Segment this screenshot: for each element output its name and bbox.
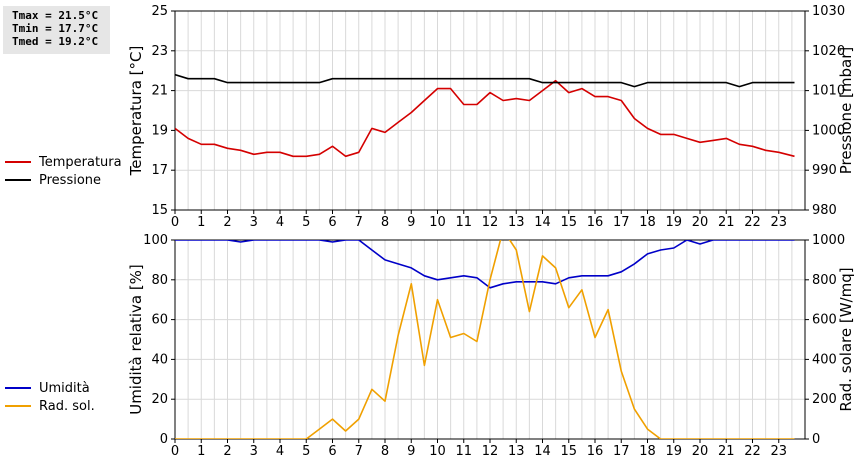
stats-box: Tmax = 21.5°C Tmin = 17.7°C Tmed = 19.2°…	[3, 6, 110, 54]
legend-swatch	[5, 179, 31, 181]
y2-tick-label: 990	[812, 163, 837, 178]
x-tick-label: 0	[171, 215, 179, 230]
x-tick-label: 10	[429, 215, 446, 230]
legend-swatch	[5, 387, 31, 389]
legend-label: Temperatura	[39, 154, 122, 170]
y-tick-label: 60	[151, 313, 168, 328]
y2-tick-label: 200	[812, 392, 837, 407]
x-tick-label: 15	[560, 215, 577, 230]
y2-tick-label: 1010	[812, 84, 845, 99]
x-tick-label: 8	[381, 444, 389, 459]
x-tick-label: 3	[250, 215, 258, 230]
x-tick-label: 22	[744, 444, 761, 459]
x-tick-label: 3	[250, 444, 258, 459]
x-tick-label: 2	[223, 215, 231, 230]
y2-tick-label: 1000	[812, 123, 845, 138]
y-tick-label: 19	[151, 123, 168, 138]
x-tick-label: 9	[407, 215, 415, 230]
y-axis-label: Temperatura [°C]	[127, 46, 145, 177]
y2-axis-label: Rad. solare [W/mq]	[837, 267, 855, 411]
x-tick-label: 5	[302, 215, 310, 230]
x-tick-label: 18	[639, 444, 656, 459]
y2-tick-label: 400	[812, 352, 837, 367]
x-tick-label: 16	[587, 215, 604, 230]
x-tick-label: 14	[534, 444, 551, 459]
x-tick-label: 1	[197, 215, 205, 230]
y2-tick-label: 1030	[812, 4, 845, 19]
x-tick-label: 21	[718, 444, 735, 459]
y2-tick-label: 800	[812, 273, 837, 288]
x-tick-label: 23	[770, 215, 787, 230]
y-tick-label: 40	[151, 352, 168, 367]
x-tick-label: 22	[744, 215, 761, 230]
x-tick-label: 5	[302, 444, 310, 459]
y2-axis-label: Pressione [mbar]	[837, 47, 855, 175]
y2-tick-label: 600	[812, 313, 837, 328]
x-tick-label: 19	[665, 444, 682, 459]
legend-swatch	[5, 161, 31, 163]
series-line-pressione	[175, 73, 795, 88]
x-tick-label: 6	[328, 444, 336, 459]
x-tick-label: 21	[718, 215, 735, 230]
x-tick-label: 0	[171, 444, 179, 459]
x-tick-label: 23	[770, 444, 787, 459]
legend-swatch	[5, 405, 31, 407]
y-tick-label: 23	[151, 44, 168, 59]
legend-top: Temperatura Pressione	[5, 153, 122, 189]
x-tick-label: 20	[692, 444, 709, 459]
x-tick-label: 17	[613, 215, 630, 230]
x-tick-label: 13	[508, 215, 525, 230]
y2-tick-label: 0	[812, 432, 820, 447]
x-tick-label: 7	[355, 444, 363, 459]
x-tick-label: 11	[455, 215, 472, 230]
stat-tmed: Tmed = 19.2°C	[12, 35, 99, 48]
stat-tmin: Tmin = 17.7°C	[12, 22, 99, 35]
series-line-temperatura	[175, 79, 795, 158]
y2-tick-label: 1000	[812, 233, 845, 248]
legend-item-temperatura: Temperatura	[5, 153, 122, 171]
legend-item-umidita: Umidità	[5, 379, 95, 397]
legend-label: Rad. sol.	[39, 398, 95, 414]
legend-item-pressione: Pressione	[5, 171, 122, 189]
y-tick-label: 25	[151, 4, 168, 19]
y-tick-label: 17	[151, 163, 168, 178]
x-tick-label: 4	[276, 215, 284, 230]
x-tick-label: 6	[328, 215, 336, 230]
stat-tmax: Tmax = 21.5°C	[12, 9, 99, 22]
x-tick-label: 13	[508, 444, 525, 459]
y-tick-label: 100	[143, 233, 168, 248]
x-tick-label: 19	[665, 215, 682, 230]
y-tick-label: 80	[151, 273, 168, 288]
y2-tick-label: 1020	[812, 44, 845, 59]
x-tick-label: 20	[692, 215, 709, 230]
y-tick-label: 20	[151, 392, 168, 407]
legend-bottom: Umidità Rad. sol.	[5, 379, 95, 415]
legend-item-radsol: Rad. sol.	[5, 397, 95, 415]
series-line-umidit	[175, 240, 795, 289]
legend-label: Pressione	[39, 172, 102, 188]
x-tick-label: 17	[613, 444, 630, 459]
x-tick-label: 8	[381, 215, 389, 230]
x-tick-label: 1	[197, 444, 205, 459]
x-tick-label: 18	[639, 215, 656, 230]
x-tick-label: 9	[407, 444, 415, 459]
x-tick-label: 12	[482, 215, 499, 230]
x-tick-label: 4	[276, 444, 284, 459]
y-tick-label: 15	[151, 203, 168, 218]
x-tick-label: 2	[223, 444, 231, 459]
x-tick-label: 16	[587, 444, 604, 459]
x-tick-label: 15	[560, 444, 577, 459]
y-tick-label: 21	[151, 84, 168, 99]
x-tick-label: 10	[429, 444, 446, 459]
y2-tick-label: 980	[812, 203, 837, 218]
series-line-rad-sol	[175, 240, 795, 439]
y-tick-label: 0	[160, 432, 168, 447]
x-tick-label: 14	[534, 215, 551, 230]
x-tick-label: 7	[355, 215, 363, 230]
y-axis-label: Umidità relativa [%]	[127, 264, 145, 415]
x-tick-label: 11	[455, 444, 472, 459]
legend-label: Umidità	[39, 380, 90, 396]
x-tick-label: 12	[482, 444, 499, 459]
